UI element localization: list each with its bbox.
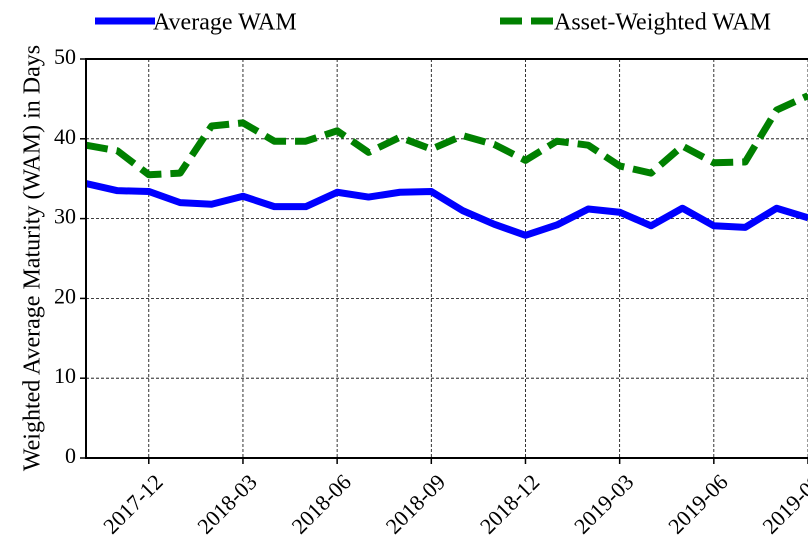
x-tick-label: 2019-03 bbox=[569, 469, 639, 539]
y-tick-label: 40 bbox=[54, 124, 76, 149]
y-tick-label: 30 bbox=[54, 204, 76, 229]
y-tick-label: 50 bbox=[54, 44, 76, 69]
x-tick-label: 2019-09 bbox=[757, 469, 808, 539]
x-tick-label: 2017-12 bbox=[98, 469, 168, 539]
x-tick-label: 2018-09 bbox=[381, 469, 451, 539]
data-line bbox=[86, 180, 808, 239]
data-line bbox=[86, 92, 808, 179]
x-tick-label: 2019-06 bbox=[663, 469, 733, 539]
plot-frame bbox=[85, 58, 808, 459]
legend-label: Average WAM bbox=[153, 10, 297, 36]
y-tick-label: 10 bbox=[54, 363, 76, 388]
x-tick-label: 2018-03 bbox=[192, 469, 262, 539]
y-tick-label: 20 bbox=[54, 283, 76, 308]
y-axis-label: Weighted Average Maturity (WAM) in Days bbox=[20, 45, 46, 471]
x-tick-label: 2018-12 bbox=[475, 469, 545, 539]
x-tick-label: 2018-06 bbox=[286, 469, 356, 539]
legend-label: Asset-Weighted WAM bbox=[554, 10, 771, 36]
y-tick-label: 0 bbox=[65, 443, 76, 468]
